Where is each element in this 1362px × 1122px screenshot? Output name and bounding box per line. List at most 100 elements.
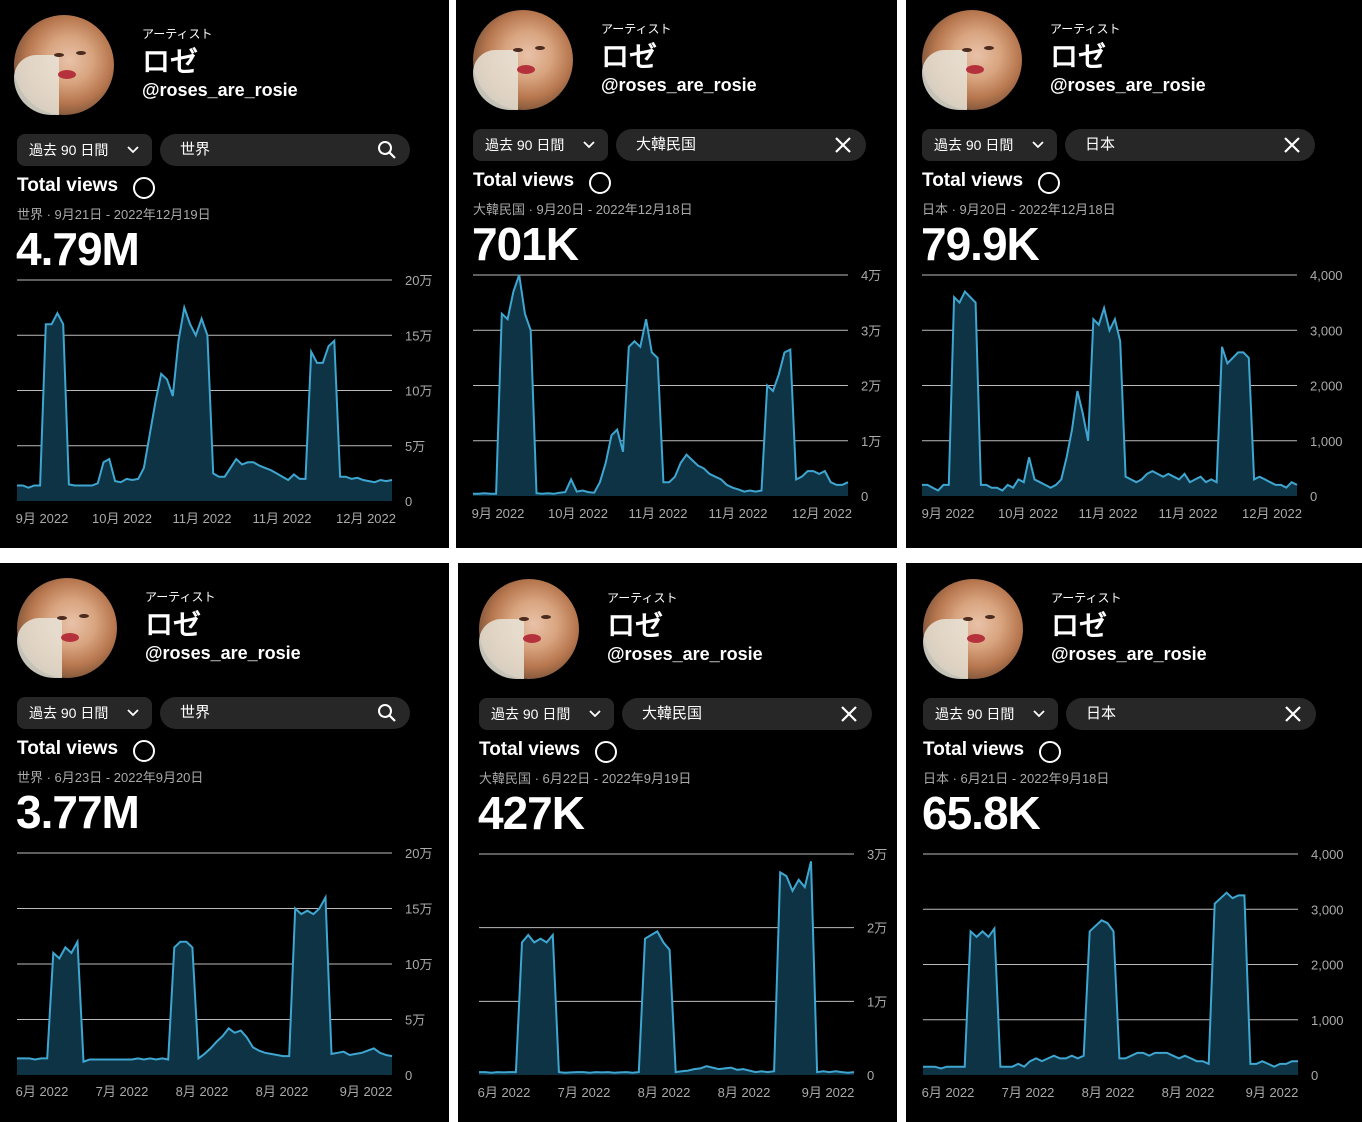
close-icon[interactable] [832, 134, 854, 156]
region-filter[interactable]: 大韓民国 [622, 698, 872, 730]
help-icon[interactable]: ? [589, 172, 611, 194]
chevron-down-icon [1031, 129, 1045, 172]
avatar [922, 10, 1022, 110]
date-range-subtitle: 大韓民国 · 9月20日 - 2022年12月18日 [473, 202, 693, 217]
date-range-subtitle: 世界 · 6月23日 - 2022年9月20日 [17, 770, 204, 785]
avatar-eye2 [535, 46, 545, 50]
total-views-title: Total views [17, 175, 119, 196]
region-label: 日本 [1086, 705, 1117, 722]
x-tick-label: 6月 2022 [478, 1085, 531, 1100]
region-label: 大韓民国 [642, 705, 703, 722]
x-tick-label: 11月 2022 [1078, 506, 1137, 521]
close-icon[interactable] [1282, 703, 1304, 725]
help-icon[interactable]: ? [133, 740, 155, 762]
artist-handle[interactable]: @roses_are_rosie [145, 643, 301, 663]
help-icon[interactable]: ? [1038, 172, 1060, 194]
y-tick-label: 1万 [867, 994, 887, 1009]
x-tick-label: 8月 2022 [256, 1084, 309, 1099]
avatar-eye2 [985, 615, 995, 619]
y-tick-label: 10万 [405, 957, 432, 972]
x-tick-label: 9月 2022 [1246, 1085, 1299, 1100]
chevron-down-icon [126, 134, 140, 177]
avatar-eye1 [519, 617, 529, 621]
period-dropdown[interactable]: 過去 90 日間 [473, 129, 608, 161]
artist-handle[interactable]: @roses_are_rosie [601, 75, 757, 95]
total-views-title: Total views [923, 739, 1025, 760]
y-tick-label: 2,000 [1311, 958, 1344, 973]
y-tick-label: 5万 [405, 1013, 425, 1028]
views-chart: 4万 3万 2万 1万 0 9月 2022 10月 2022 11月 2022 11月 2022… [472, 268, 882, 521]
chevron-down-icon [588, 698, 602, 741]
period-dropdown[interactable]: 過去 90 日間 [922, 129, 1057, 161]
help-icon[interactable]: ? [1039, 741, 1061, 763]
artist-name: ロゼ [1050, 41, 1107, 72]
artist-handle[interactable]: @roses_are_rosie [1050, 75, 1206, 95]
x-tick-label: 9月 2022 [340, 1084, 393, 1099]
search-icon[interactable] [376, 139, 398, 161]
artist-handle[interactable]: @roses_are_rosie [607, 644, 763, 664]
avatar [479, 579, 579, 679]
y-tick-label: 4,000 [1310, 268, 1343, 283]
total-views-value: 701K [472, 218, 579, 270]
period-dropdown[interactable]: 過去 90 日間 [17, 134, 152, 166]
x-tick-label: 8月 2022 [1082, 1085, 1135, 1100]
period-dropdown[interactable]: 過去 90 日間 [923, 698, 1058, 730]
search-icon[interactable] [376, 702, 398, 724]
x-tick-label: 10月 2022 [998, 506, 1058, 521]
views-chart: 4,000 3,000 2,000 1,000 0 6月 2022 7月 2022 8月 20… [922, 847, 1344, 1100]
period-label: 過去 90 日間 [29, 142, 109, 158]
avatar-eye2 [984, 46, 994, 50]
y-tick-label: 3万 [867, 847, 887, 862]
date-range-subtitle: 日本 · 9月20日 - 2022年12月18日 [922, 202, 1116, 217]
region-filter[interactable]: 世界 [160, 697, 410, 729]
views-line [922, 289, 1298, 492]
artist-name: ロゼ [145, 609, 202, 640]
x-tick-label: 10月 2022 [92, 511, 152, 526]
x-tick-label: 12月 2022 [792, 506, 852, 521]
date-range-subtitle: 世界 · 9月21日 - 2022年12月19日 [17, 207, 211, 222]
x-tick-label: 12月 2022 [336, 511, 396, 526]
artist-kind-label: アーティスト [142, 27, 213, 41]
avatar-eye2 [79, 614, 89, 618]
views-area [922, 291, 1297, 496]
y-tick-label: 15万 [405, 902, 432, 917]
help-icon[interactable]: ? [133, 177, 155, 199]
avatar-eye1 [962, 48, 972, 52]
views-line [17, 893, 393, 1064]
x-tick-label: 8月 2022 [1162, 1085, 1215, 1100]
total-views-value: 427K [478, 787, 585, 839]
x-tick-label: 6月 2022 [16, 1084, 69, 1099]
y-tick-label: 2万 [867, 921, 887, 936]
close-icon[interactable] [838, 703, 860, 725]
y-tick-label: 0 [1310, 489, 1317, 504]
y-tick-label: 0 [405, 1068, 412, 1083]
region-filter[interactable]: 日本 [1066, 698, 1316, 730]
close-icon[interactable] [1281, 134, 1303, 156]
artist-handle[interactable]: @roses_are_rosie [1051, 644, 1207, 664]
views-chart: 20万 15万 10万 5万 0 6月 2022 7月 2022 8月 2022 8月 2022… [16, 846, 433, 1099]
views-area [17, 307, 392, 501]
artist-kind-label: アーティスト [607, 591, 678, 605]
avatar-lip [523, 634, 541, 643]
region-filter[interactable]: 日本 [1065, 129, 1315, 161]
region-filter[interactable]: 大韓民国 [616, 129, 866, 161]
region-filter[interactable]: 世界 [160, 134, 410, 166]
chevron-down-icon [126, 697, 140, 740]
period-dropdown[interactable]: 過去 90 日間 [479, 698, 614, 730]
help-icon[interactable]: ? [595, 741, 617, 763]
y-tick-label: 20万 [405, 846, 432, 861]
y-tick-label: 0 [405, 494, 412, 509]
artist-name: ロゼ [607, 610, 664, 641]
period-dropdown[interactable]: 過去 90 日間 [17, 697, 152, 729]
x-tick-label: 12月 2022 [1242, 506, 1302, 521]
x-tick-label: 9月 2022 [472, 506, 525, 521]
views-line [923, 891, 1298, 1070]
total-views-title: Total views [17, 738, 119, 759]
x-tick-label: 11月 2022 [172, 511, 231, 526]
x-tick-label: 9月 2022 [922, 506, 975, 521]
artist-name: ロゼ [142, 46, 199, 77]
y-tick-label: 4万 [861, 268, 881, 283]
x-tick-label: 11月 2022 [628, 506, 687, 521]
x-tick-label: 7月 2022 [558, 1085, 611, 1100]
artist-handle[interactable]: @roses_are_rosie [142, 80, 298, 100]
